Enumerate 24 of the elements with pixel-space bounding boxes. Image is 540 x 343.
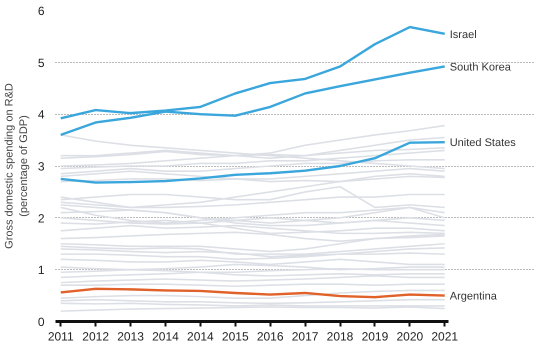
x-tick-label: 2015 bbox=[222, 330, 249, 343]
series-label: United States bbox=[450, 137, 516, 150]
x-tick-label: 2011 bbox=[48, 330, 74, 343]
x-tick-label: 2014 bbox=[152, 330, 180, 343]
x-tick-label: 2016 bbox=[256, 330, 284, 343]
x-tick-label: 2019 bbox=[362, 330, 389, 343]
y-tick-label: 4 bbox=[38, 108, 45, 122]
x-tick-label: 2013 bbox=[117, 330, 144, 343]
x-tick-label: 2012 bbox=[82, 330, 110, 343]
x-tick-label: 2018 bbox=[326, 330, 354, 343]
x-tick-label: 2021 bbox=[431, 330, 458, 343]
y-tick-label: 2 bbox=[38, 211, 45, 226]
y-tick-label: 6 bbox=[38, 4, 45, 18]
x-tick-label: 2017 bbox=[292, 330, 319, 343]
x-tick-label: 2014 bbox=[187, 330, 214, 343]
y-axis-title: Gross domestic spending on R&D (percentage of GDP) bbox=[3, 83, 30, 249]
y-tick-label: 0 bbox=[38, 315, 45, 329]
series-label: South Korea bbox=[450, 61, 512, 74]
series-label: Argentina bbox=[450, 290, 498, 303]
series-label: Israel bbox=[450, 28, 477, 41]
y-tick-label: 5 bbox=[38, 56, 45, 70]
y-tick-label: 1 bbox=[38, 263, 45, 278]
y-tick-label: 3 bbox=[38, 160, 45, 174]
x-tick-label: 2020 bbox=[396, 330, 424, 343]
